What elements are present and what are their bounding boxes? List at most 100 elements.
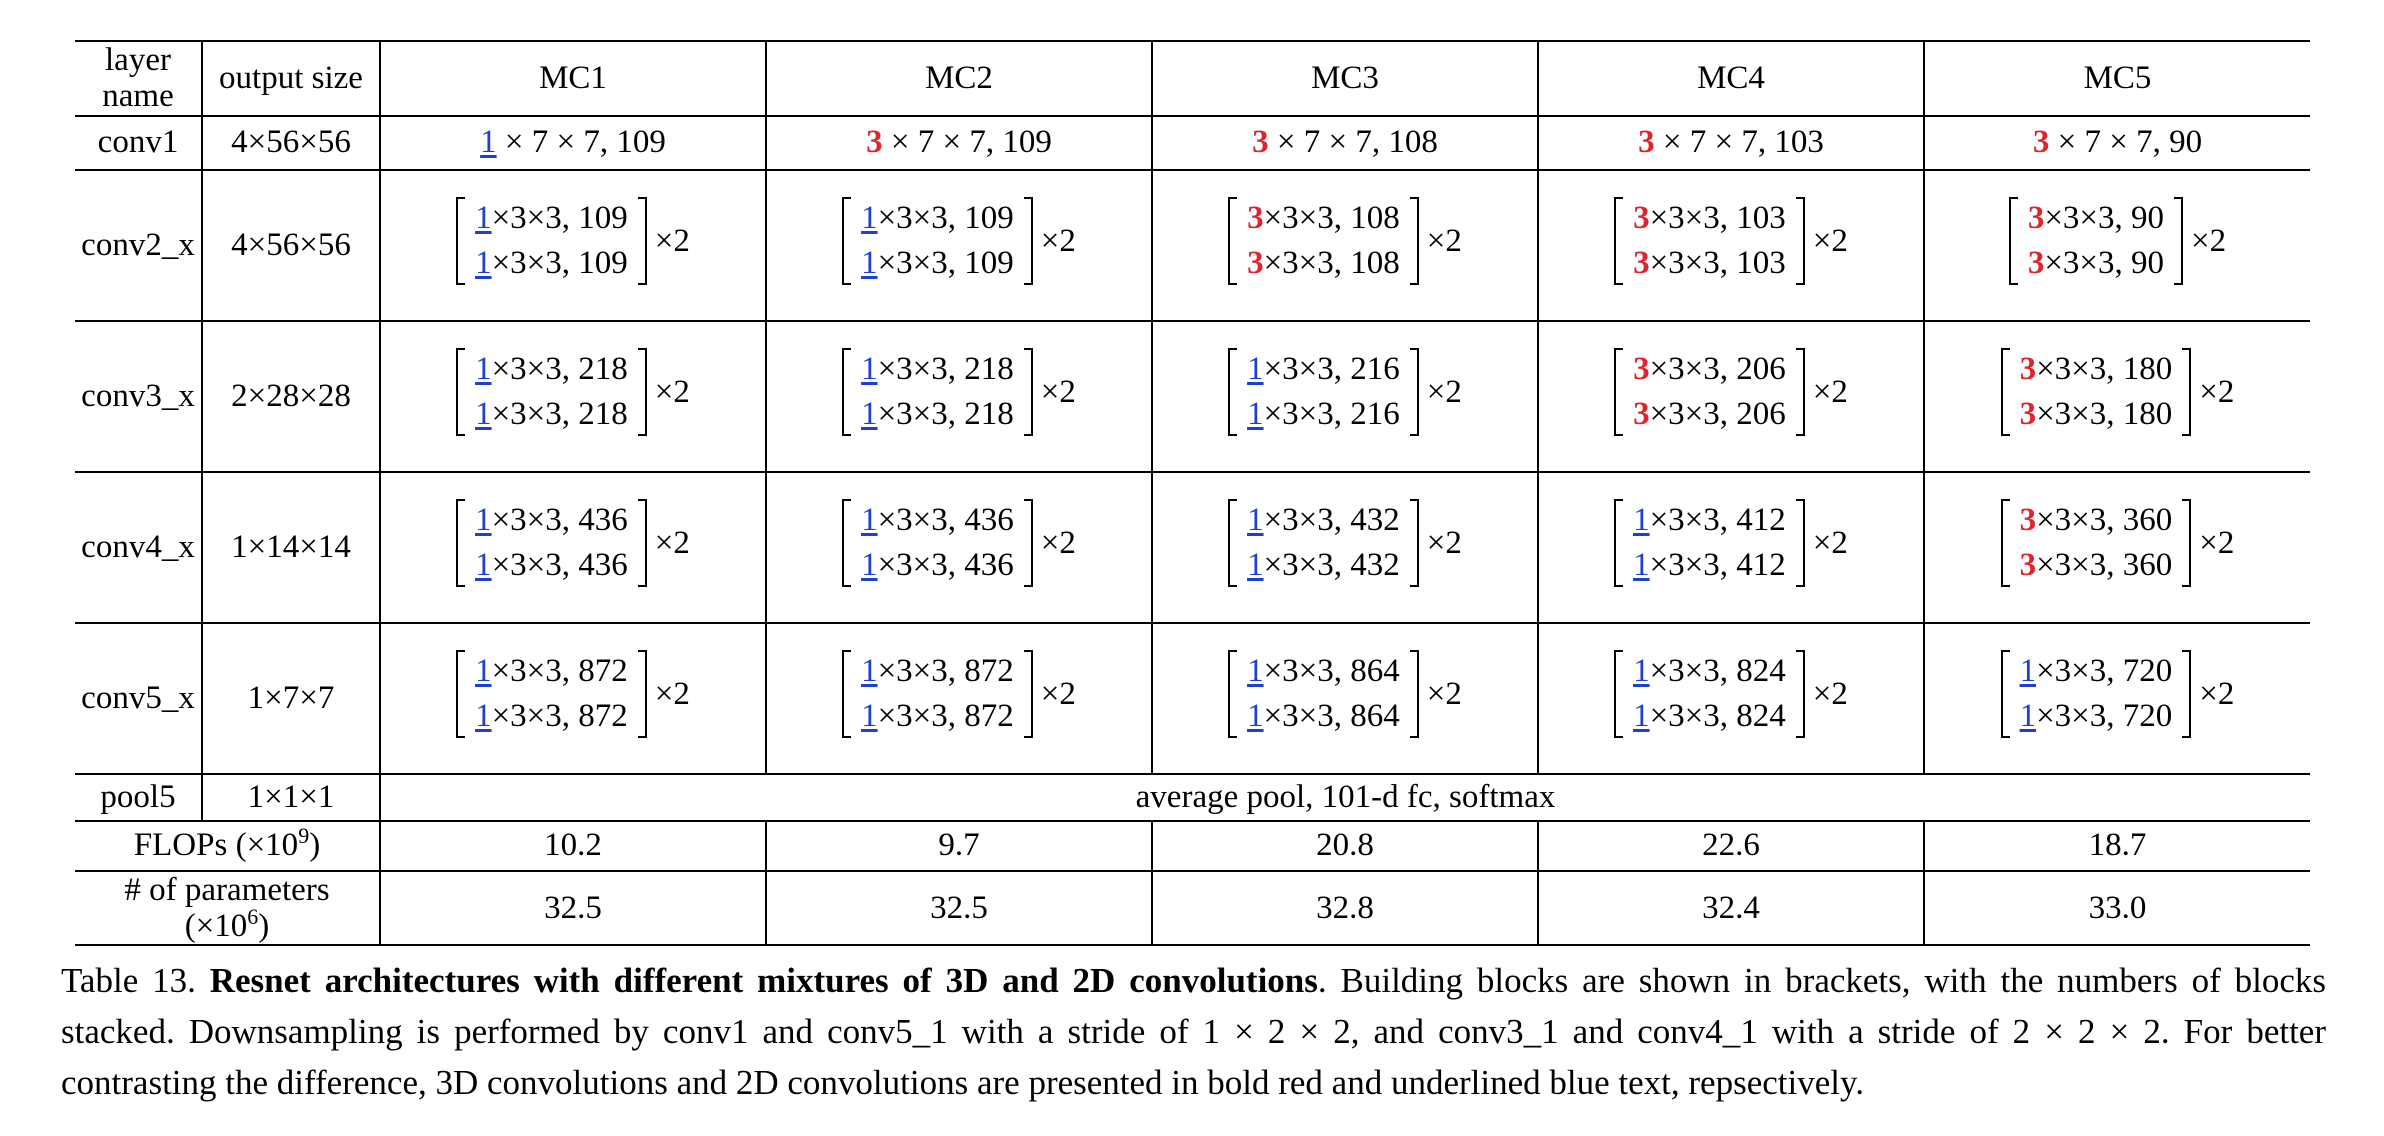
bracket-block: 1×3×3, 436 1×3×3, 436 ×2: [456, 498, 690, 588]
block-line: 1×3×3, 432: [1247, 547, 1400, 584]
block-line: 1×3×3, 872: [861, 698, 1014, 735]
params-value: 32.8: [1151, 869, 1539, 947]
block-line: 1×3×3, 436: [475, 547, 628, 584]
output-size: 1×1×1: [201, 772, 381, 822]
block-line: 1×3×3, 864: [1247, 653, 1400, 690]
block-cell: 3×3×3, 360 3×3×3, 360 ×2: [1923, 470, 2310, 624]
block-line: 1×3×3, 216: [1247, 396, 1400, 433]
kernel-2d-marker: 1: [2019, 653, 2037, 690]
block-multiplier: ×2: [654, 676, 690, 713]
block-line: 1×3×3, 412: [1633, 547, 1786, 584]
kernel-3d-marker: 3: [2019, 502, 2037, 539]
kernel-2d-marker: 1: [861, 351, 878, 388]
kernel-3d-marker: 3: [2032, 124, 2050, 161]
left-bracket: [1228, 499, 1238, 588]
bracket-block: 3×3×3, 360 3×3×3, 360 ×2: [2000, 498, 2235, 588]
right-bracket: [637, 348, 647, 437]
bracket-block: 3×3×3, 90 3×3×3, 90 ×2: [2008, 196, 2227, 286]
block-multiplier: ×2: [1812, 676, 1848, 713]
conv1-cell: 3 × 7 × 7, 108: [1151, 114, 1539, 171]
left-bracket: [1228, 348, 1238, 437]
kernel-2d-marker: 1: [861, 653, 878, 690]
flops-value: 22.6: [1537, 819, 1925, 872]
pool5-description: average pool, 101-d fc, softmax: [379, 772, 2310, 822]
bracket-block: 1×3×3, 218 1×3×3, 218 ×2: [456, 347, 690, 437]
block-line: 3×3×3, 108: [1247, 245, 1400, 282]
kernel-2d-marker: 1: [475, 547, 492, 584]
right-bracket: [1409, 499, 1419, 588]
block-cell: 1×3×3, 109 1×3×3, 109 ×2: [765, 168, 1153, 322]
params-value: 33.0: [1923, 869, 2310, 947]
block-cell: 1×3×3, 824 1×3×3, 824 ×2: [1537, 621, 1925, 775]
bracket-block: 1×3×3, 412 1×3×3, 412 ×2: [1614, 498, 1848, 588]
block-line: 1×3×3, 109: [861, 200, 1014, 237]
left-bracket: [1228, 197, 1238, 286]
conv3-x-row: conv3_x 2×28×28 1×3×3, 218 1×3×3, 218 ×2 1×…: [75, 319, 2310, 473]
block-line: 1×3×3, 720: [2019, 698, 2173, 735]
params-exponent: 6: [247, 903, 259, 929]
bracket-block: 3×3×3, 206 3×3×3, 206 ×2: [1614, 347, 1848, 437]
bracket-block: 1×3×3, 872 1×3×3, 872 ×2: [456, 649, 690, 739]
block-line: 3×3×3, 103: [1633, 245, 1786, 282]
block-line: 3×3×3, 108: [1247, 200, 1400, 237]
block-multiplier: ×2: [2199, 676, 2235, 713]
kernel-2d-marker: 1: [2019, 698, 2037, 735]
left-bracket: [2008, 197, 2018, 286]
bracket-block: 1×3×3, 864 1×3×3, 864 ×2: [1228, 649, 1462, 739]
block-line: 1×3×3, 109: [475, 245, 628, 282]
kernel-3d-marker: 3: [2019, 351, 2037, 388]
output-size: 4×56×56: [201, 168, 381, 322]
layer-name: conv4_x: [75, 470, 203, 624]
block-multiplier: ×2: [2191, 223, 2227, 260]
block-line: 1×3×3, 432: [1247, 502, 1400, 539]
right-bracket: [2182, 650, 2192, 739]
layer-name: pool5: [75, 772, 203, 822]
kernel-2d-marker: 1: [861, 698, 878, 735]
block-line: 3×3×3, 90: [2027, 245, 2165, 282]
left-bracket: [2000, 650, 2010, 739]
right-bracket: [2182, 348, 2192, 437]
kernel-2d-marker: 1: [1247, 547, 1264, 584]
left-bracket: [2000, 499, 2010, 588]
bracket-block: 1×3×3, 720 1×3×3, 720 ×2: [2000, 649, 2235, 739]
right-bracket: [2182, 499, 2192, 588]
left-bracket: [2000, 348, 2010, 437]
bracket-block: 1×3×3, 109 1×3×3, 109 ×2: [842, 196, 1076, 286]
kernel-3d-marker: 3: [1633, 200, 1650, 237]
kernel-3d-marker: 3: [2019, 396, 2037, 433]
table-caption: Table 13. Resnet architectures with diff…: [61, 955, 2326, 1108]
kernel-3d-marker: 3: [2019, 547, 2037, 584]
kernel-2d-marker: 1: [1633, 502, 1650, 539]
params-label: # of parameters (×106): [75, 869, 381, 947]
left-bracket: [1614, 197, 1624, 286]
kernel-2d-marker: 1: [475, 396, 492, 433]
params-row: # of parameters (×106) 32.5 32.5 32.8 32.4 3…: [75, 869, 2310, 947]
block-cell: 3×3×3, 180 3×3×3, 180 ×2: [1923, 319, 2310, 473]
flops-exponent: 9: [298, 823, 310, 849]
right-bracket: [1795, 650, 1805, 739]
left-bracket: [842, 348, 852, 437]
conv2-x-row: conv2_x 4×56×56 1×3×3, 109 1×3×3, 109 ×2 1×…: [75, 168, 2310, 322]
kernel-3d-marker: 3: [1633, 245, 1650, 282]
kernel-3d-marker: 3: [1252, 124, 1269, 161]
block-line: 1×3×3, 109: [861, 245, 1014, 282]
left-bracket: [456, 197, 466, 286]
header-mc2: MC2: [765, 40, 1153, 117]
left-bracket: [842, 197, 852, 286]
layer-name: conv3_x: [75, 319, 203, 473]
left-bracket: [456, 650, 466, 739]
kernel-2d-marker: 1: [475, 351, 492, 388]
block-line: 1×3×3, 436: [861, 547, 1014, 584]
layer-name: conv1: [75, 114, 203, 171]
right-bracket: [1023, 499, 1033, 588]
block-multiplier: ×2: [1040, 374, 1076, 411]
block-multiplier: ×2: [2199, 525, 2235, 562]
block-cell: 1×3×3, 109 1×3×3, 109 ×2: [379, 168, 767, 322]
output-size: 1×7×7: [201, 621, 381, 775]
header-row: layer name output size MC1 MC2 MC3 MC4 M…: [75, 40, 2310, 117]
block-multiplier: ×2: [1812, 374, 1848, 411]
left-bracket: [842, 650, 852, 739]
flops-row: FLOPs (×109) 10.2 9.7 20.8 22.6 18.7: [75, 819, 2310, 872]
flops-value: 10.2: [379, 819, 767, 872]
right-bracket: [1409, 348, 1419, 437]
